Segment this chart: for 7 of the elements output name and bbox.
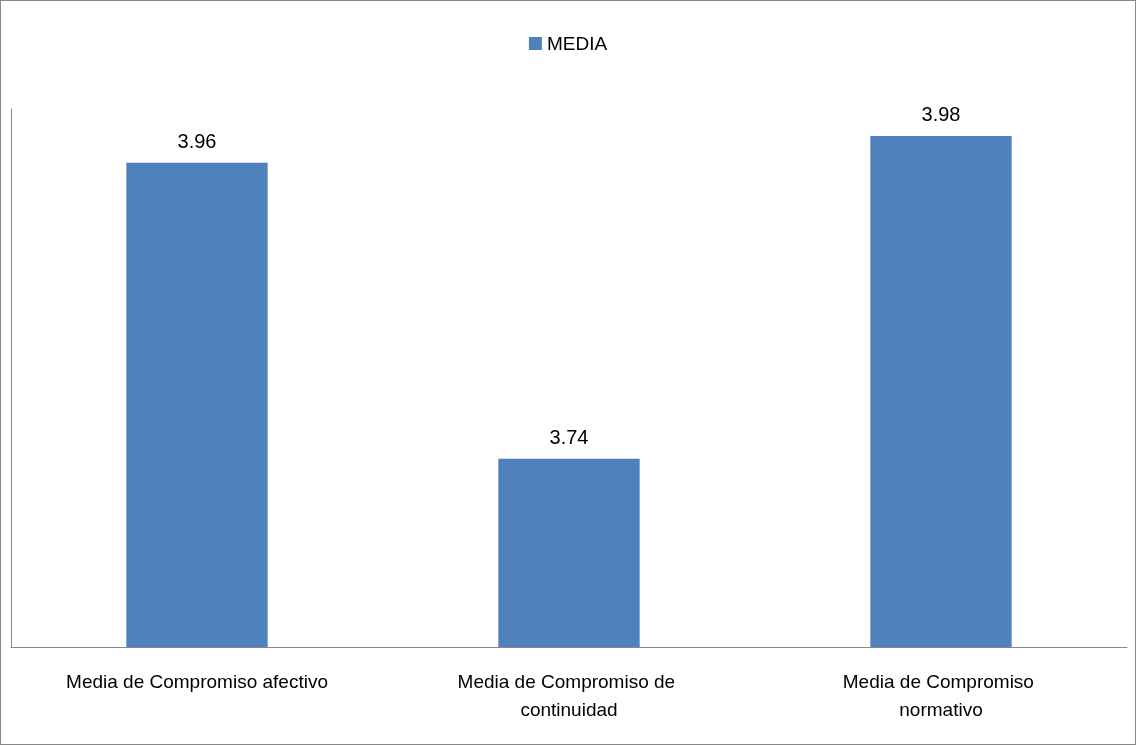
x-tick-label: Media de Compromiso normativo: [842, 670, 1040, 720]
data-label: 3.74: [549, 425, 589, 448]
x-tick-label: Media de Compromiso afectivo: [66, 670, 328, 692]
legend-label: MEDIA: [546, 33, 608, 54]
x-tick-label: Media de Compromiso de continuidad: [457, 670, 681, 720]
data-label: 3.98: [921, 102, 961, 125]
data-label: 3.96: [177, 129, 217, 152]
